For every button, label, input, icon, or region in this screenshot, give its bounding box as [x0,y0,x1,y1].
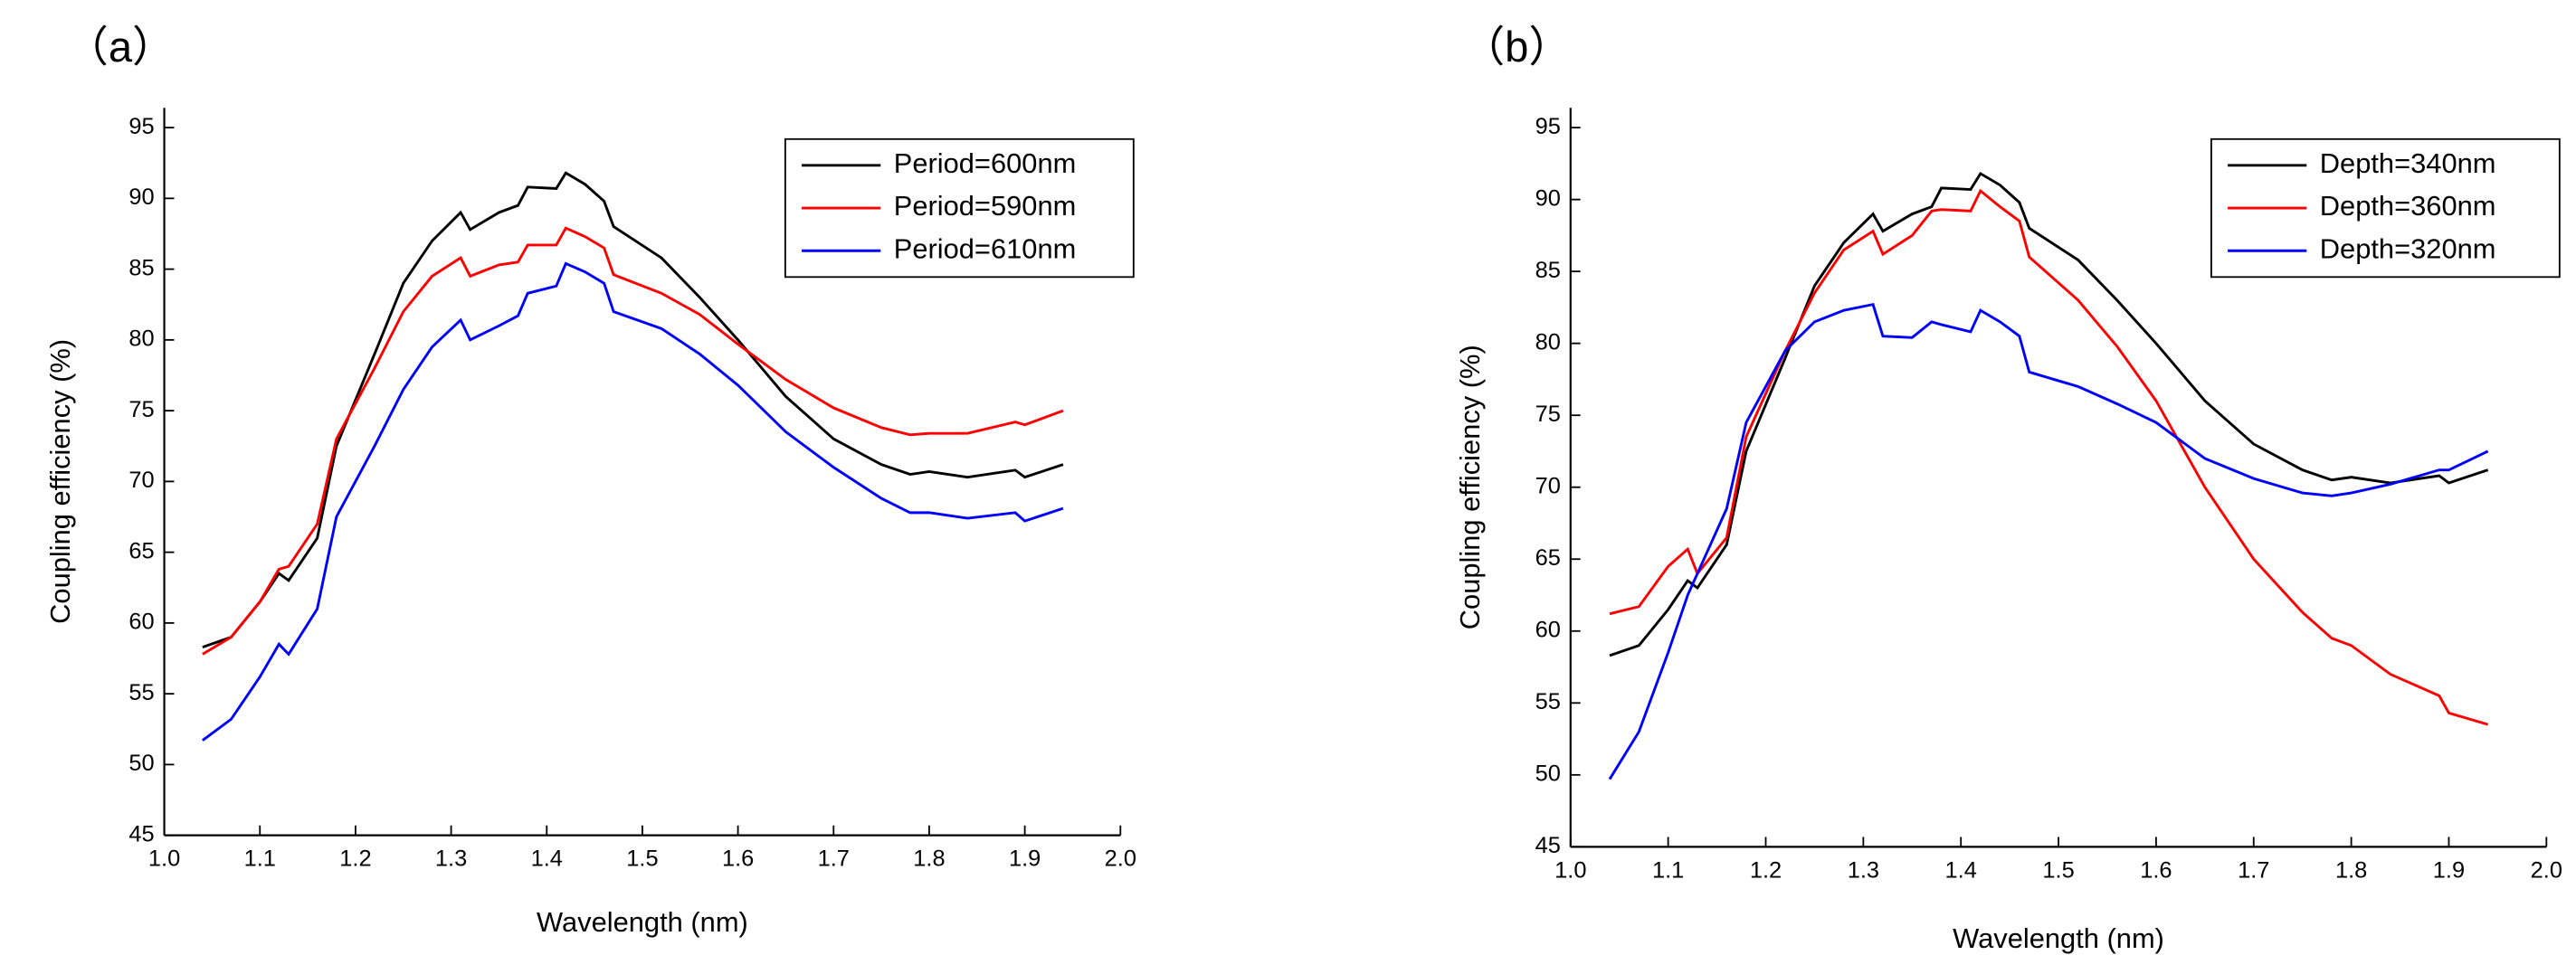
y-tick-label: 85 [1535,258,1561,283]
x-tick-label: 1.5 [626,846,658,872]
y-tick-label: 60 [1535,617,1561,642]
x-tick-label: 1.7 [2238,857,2269,883]
x-tick-label: 1.3 [435,846,467,872]
legend-label: Period=610nm [894,232,1077,264]
y-tick-label: 95 [1535,114,1561,139]
panel-label: （a） [66,24,176,71]
x-axis-label: Wavelength (nm) [537,906,748,938]
y-tick-label: 80 [1535,329,1561,355]
x-tick-label: 2.0 [1105,846,1136,872]
x-tick-label: 1.2 [339,846,371,872]
series-line [1609,171,2489,657]
series-line [202,261,1064,742]
legend-label: Period=590nm [894,190,1077,222]
x-tick-label: 1.6 [2140,857,2172,883]
legend-label: Depth=320nm [2320,232,2496,264]
x-tick-label: 1.9 [2433,857,2465,883]
y-tick-label: 90 [128,184,154,210]
panel-label: （b） [1462,24,1572,71]
x-tick-label: 1.4 [1945,857,1977,883]
x-tick-label: 1.5 [2042,857,2074,883]
legend-label: Depth=340nm [2320,147,2496,179]
y-tick-label: 80 [128,326,154,352]
legend-label: Depth=360nm [2320,190,2496,222]
y-tick-label: 65 [128,538,154,563]
y-tick-label: 75 [1535,402,1561,427]
x-tick-label: 1.1 [244,846,276,872]
y-tick-label: 45 [128,821,154,846]
series-line [1609,188,2489,726]
y-tick-label: 90 [1535,185,1561,211]
x-tick-label: 1.2 [1750,857,1782,883]
y-tick-label: 45 [1535,833,1561,858]
y-axis-label: Coupling efficiency (%) [1454,345,1486,629]
x-tick-label: 1.7 [818,846,850,872]
legend-label: Period=600nm [894,147,1077,179]
x-tick-label: 1.4 [531,846,563,872]
y-tick-label: 75 [128,397,154,422]
x-tick-label: 1.0 [1554,857,1586,883]
y-tick-label: 55 [1535,689,1561,714]
x-tick-label: 1.9 [1009,846,1041,872]
y-tick-label: 55 [128,680,154,705]
y-tick-label: 65 [1535,545,1561,571]
y-tick-label: 70 [128,468,154,493]
y-axis-label: Coupling efficiency (%) [44,339,76,624]
y-tick-label: 50 [1535,761,1561,787]
x-tick-label: 1.0 [148,846,180,872]
series-line [202,171,1064,648]
y-tick-label: 50 [128,751,154,776]
y-tick-label: 70 [1535,473,1561,498]
x-tick-label: 1.8 [2335,857,2367,883]
y-tick-label: 95 [128,114,154,139]
x-axis-label: Wavelength (nm) [1953,922,2164,954]
y-tick-label: 85 [128,255,154,280]
x-tick-label: 1.6 [722,846,754,872]
x-tick-label: 1.1 [1652,857,1684,883]
x-tick-label: 1.8 [913,846,945,872]
series-line [202,226,1064,656]
y-tick-label: 60 [128,610,154,635]
x-tick-label: 2.0 [2531,857,2562,883]
x-tick-label: 1.3 [1848,857,1879,883]
series-line [1608,302,2489,780]
